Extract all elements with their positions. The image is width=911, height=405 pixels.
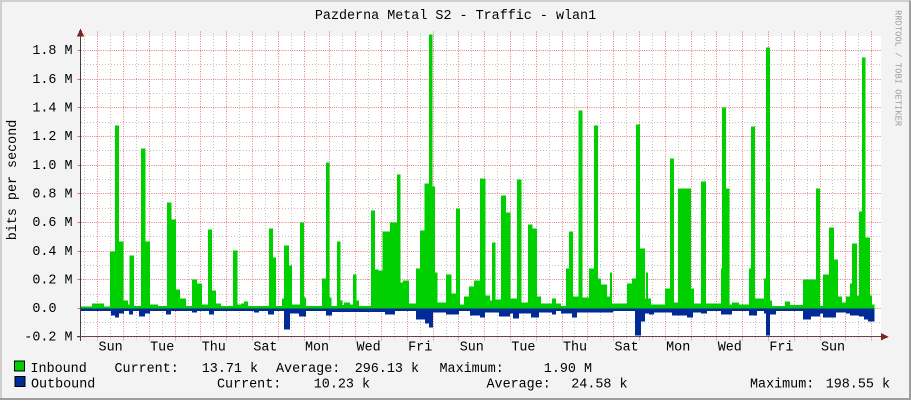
svg-text:Inbound: Inbound xyxy=(31,362,87,377)
svg-text:Outbound: Outbound xyxy=(31,378,95,393)
svg-text:10.23 k: 10.23 k xyxy=(314,378,370,393)
svg-text:Fri: Fri xyxy=(769,340,793,355)
svg-text:13.71 k: 13.71 k xyxy=(202,362,258,377)
svg-text:RRDTOOL / TOBI OETIKER: RRDTOOL / TOBI OETIKER xyxy=(893,10,903,127)
svg-text:1.6 M: 1.6 M xyxy=(32,73,72,88)
svg-text:Sun: Sun xyxy=(460,340,484,355)
svg-text:Thu: Thu xyxy=(563,340,587,355)
svg-text:Tue: Tue xyxy=(150,340,174,355)
svg-text:Pazderna Metal S2 - Traffic -: Pazderna Metal S2 - Traffic - wlan1 xyxy=(315,9,596,24)
svg-text:Maximum:: Maximum: xyxy=(750,378,814,393)
svg-text:1.2 M: 1.2 M xyxy=(32,130,72,145)
svg-text:1.0 M: 1.0 M xyxy=(32,159,72,174)
svg-text:Maximum:: Maximum: xyxy=(440,362,504,377)
svg-text:0.0: 0.0 xyxy=(32,302,56,317)
svg-text:Wed: Wed xyxy=(357,340,381,355)
svg-text:198.55 k: 198.55 k xyxy=(826,378,890,393)
svg-text:Mon: Mon xyxy=(666,340,690,355)
svg-text:1.90 M: 1.90 M xyxy=(544,362,592,377)
svg-text:Sat: Sat xyxy=(615,340,639,355)
svg-text:1.8 M: 1.8 M xyxy=(32,44,72,59)
svg-text:bits per second: bits per second xyxy=(6,120,21,241)
svg-text:Average:: Average: xyxy=(487,378,551,393)
svg-text:0.8 M: 0.8 M xyxy=(32,187,72,202)
svg-text:Thu: Thu xyxy=(202,340,226,355)
svg-text:0.6 M: 0.6 M xyxy=(32,216,72,231)
svg-text:Current:: Current: xyxy=(115,362,179,377)
svg-text:Fri: Fri xyxy=(408,340,432,355)
svg-text:Tue: Tue xyxy=(511,340,535,355)
svg-text:0.2 M: 0.2 M xyxy=(32,273,72,288)
svg-text:24.58 k: 24.58 k xyxy=(571,378,627,393)
svg-text:Wed: Wed xyxy=(718,340,742,355)
svg-text:Sat: Sat xyxy=(253,340,277,355)
svg-text:296.13 k: 296.13 k xyxy=(355,362,419,377)
svg-text:Current:: Current: xyxy=(217,378,281,393)
svg-text:1.4 M: 1.4 M xyxy=(32,102,72,117)
svg-text:-0.2 M: -0.2 M xyxy=(24,331,72,346)
svg-text:0.4 M: 0.4 M xyxy=(32,245,72,260)
svg-text:Mon: Mon xyxy=(305,340,329,355)
svg-text:Sun: Sun xyxy=(821,340,845,355)
svg-text:Sun: Sun xyxy=(99,340,123,355)
svg-text:Average:: Average: xyxy=(276,362,340,377)
